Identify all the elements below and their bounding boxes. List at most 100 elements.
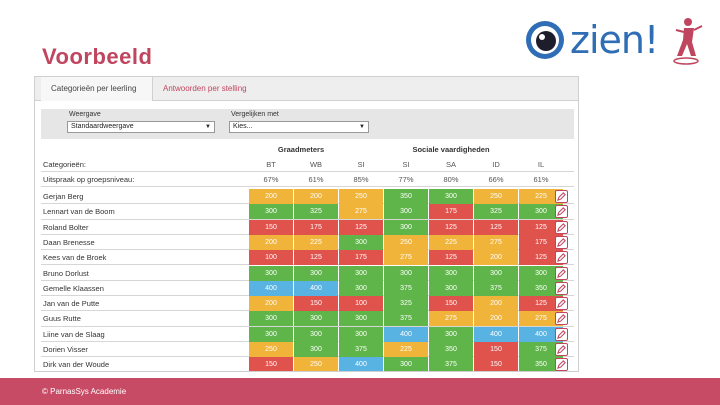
weergave-select[interactable]: Standaardweergave ▼ [67, 121, 215, 133]
score-cell: 150 [294, 296, 338, 312]
score-cell: 300 [249, 311, 293, 327]
footer-bar: © ParnasSys Academie [0, 378, 720, 405]
table-row: Kees van de Broek 100 125 175 275 125 200 125 [41, 250, 574, 266]
edit-button[interactable] [555, 235, 568, 249]
column-header: BT [266, 160, 276, 169]
student-name: Daan Brenesse [43, 237, 95, 247]
tab-bar: Categorieën per leerling Antwoorden per … [35, 77, 578, 101]
score-cell: 275 [519, 311, 563, 327]
score-cell: 325 [384, 296, 428, 312]
score-cell: 400 [474, 326, 518, 342]
column-header-row: Categorieën: BT WB SI SI SA ID IL [41, 158, 574, 172]
score-cell: 300 [294, 342, 338, 357]
score-cell: 300 [429, 280, 473, 296]
weergave-value: Standaardweergave [71, 123, 134, 130]
score-cell: 125 [429, 219, 473, 235]
edit-button[interactable] [555, 358, 568, 371]
summary-value: 61% [533, 175, 549, 184]
chevron-down-icon: ▼ [205, 124, 211, 130]
score-cell: 400 [384, 326, 428, 342]
summary-value: 61% [308, 175, 324, 184]
edit-button[interactable] [555, 281, 568, 295]
edit-button[interactable] [555, 251, 568, 265]
pencil-icon [557, 222, 566, 232]
student-name: Dirk van der Woude [43, 360, 110, 370]
student-name: Gemelle Klaassen [43, 283, 104, 293]
score-cell: 275 [384, 250, 428, 266]
pencil-icon [557, 314, 566, 324]
score-cell: 375 [339, 342, 383, 357]
score-cell: 375 [384, 311, 428, 327]
pencil-icon [557, 360, 566, 370]
vergelijk-select[interactable]: Kies... ▼ [229, 121, 369, 133]
vergelijk-value: Kies... [233, 123, 253, 130]
score-cell: 150 [249, 219, 293, 235]
score-cell: 125 [519, 219, 563, 235]
score-cell: 225 [519, 189, 563, 204]
score-cell: 300 [429, 326, 473, 342]
pencil-icon [557, 192, 566, 201]
edit-button[interactable] [555, 312, 568, 326]
pencil-icon [557, 207, 566, 217]
score-cell: 200 [249, 189, 293, 204]
weergave-label: Weergave [69, 111, 101, 118]
score-cell: 300 [384, 265, 428, 281]
summary-value: 85% [353, 175, 369, 184]
pencil-icon [557, 283, 566, 293]
summary-value: 77% [398, 175, 414, 184]
student-name: Gerjan Berg [43, 192, 84, 201]
score-cell: 150 [474, 357, 518, 371]
edit-button[interactable] [555, 190, 568, 203]
edit-button[interactable] [555, 220, 568, 234]
score-cell: 200 [474, 250, 518, 266]
score-cell: 250 [474, 189, 518, 204]
pencil-icon [557, 253, 566, 263]
score-cell: 300 [384, 204, 428, 220]
score-cell: 350 [519, 280, 563, 296]
table-row: Jan van de Putte 200 150 100 325 150 200 125 [41, 296, 574, 312]
score-cell: 300 [384, 219, 428, 235]
score-cell: 225 [294, 234, 338, 250]
logo-text: zien! [570, 18, 659, 62]
score-cell: 200 [474, 311, 518, 327]
score-cell: 400 [339, 357, 383, 371]
student-name: Dorien Visser [43, 345, 88, 354]
score-cell: 275 [474, 234, 518, 250]
score-cell: 125 [519, 296, 563, 312]
score-cell: 300 [519, 265, 563, 281]
table-row: Dirk van der Woude 150 250 400 300 375 150 350 [41, 357, 574, 371]
score-cell: 225 [384, 342, 428, 357]
group-graadmeters: Graadmeters [277, 145, 325, 154]
summary-value: 80% [443, 175, 459, 184]
student-name: Kees van de Broek [43, 253, 107, 263]
table-row: Liine van de Slaag 300 300 300 400 300 400 400 [41, 326, 574, 342]
edit-button[interactable] [555, 343, 568, 356]
score-cell: 300 [339, 280, 383, 296]
edit-button[interactable] [555, 327, 568, 341]
edit-button[interactable] [555, 205, 568, 219]
score-cell: 125 [429, 250, 473, 266]
score-cell: 100 [339, 296, 383, 312]
student-name: Lennart van de Boom [43, 207, 115, 217]
score-cell: 300 [429, 265, 473, 281]
tab-categorieen[interactable]: Categorieën per leerling [41, 77, 153, 101]
score-cell: 200 [249, 296, 293, 312]
filter-bar: Weergave Standaardweergave ▼ Vergelijken… [41, 109, 574, 139]
table-row: Daan Brenesse 200 225 300 250 225 275 175 [41, 234, 574, 251]
edit-button[interactable] [555, 297, 568, 311]
table-row: Roland Bolter 150 175 125 300 125 125 125 [41, 219, 574, 235]
summary-row: Uitspraak op groepsniveau: 67% 61% 85% 77% 8… [41, 173, 574, 187]
edit-button[interactable] [555, 266, 568, 280]
score-cell: 175 [519, 234, 563, 250]
footer-text: © ParnasSys Academie [42, 387, 127, 396]
pencil-icon [557, 329, 566, 339]
column-header: SI [357, 160, 365, 169]
score-cell: 375 [429, 357, 473, 371]
column-header: ID [492, 160, 500, 169]
score-cell: 325 [474, 204, 518, 220]
score-cell: 350 [519, 357, 563, 371]
score-cell: 400 [249, 280, 293, 296]
student-name: Guus Rutte [43, 314, 81, 324]
table-row: Gemelle Klaassen 400 400 300 375 300 375 350 [41, 280, 574, 297]
tab-antwoorden[interactable]: Antwoorden per stelling [163, 84, 247, 93]
